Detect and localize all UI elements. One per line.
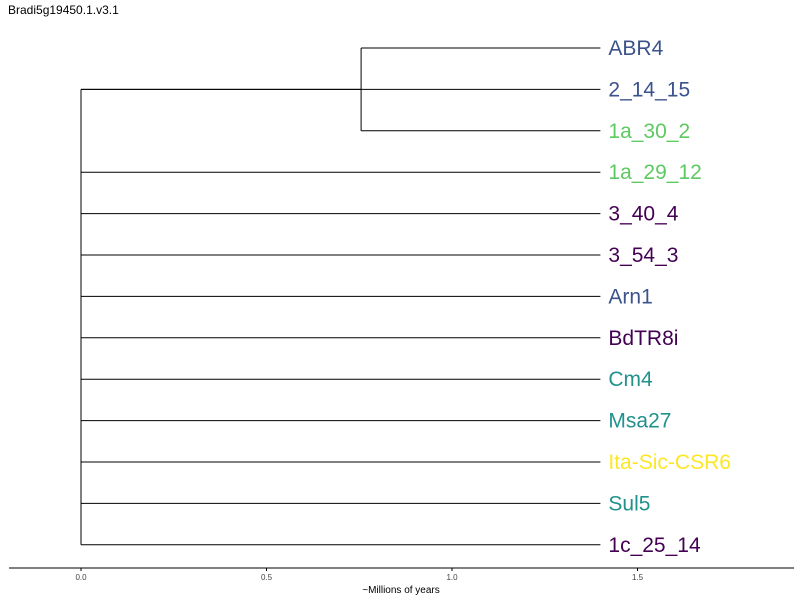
leaf-label-1a_30_2: 1a_30_2 (608, 120, 690, 143)
leaf-label-Cm4: Cm4 (608, 368, 653, 391)
x-tick-label-0.5: 0.5 (261, 573, 273, 582)
leaf-label-3_54_3: 3_54_3 (608, 244, 678, 267)
leaf-label-Arn1: Arn1 (608, 285, 652, 308)
leaf-label-ABR4: ABR4 (608, 37, 663, 60)
x-axis-label: ~Millions of years (362, 585, 440, 596)
branches (80, 47, 601, 546)
x-axis-ticks: 0.0 0.5 1.0 1.5 (75, 568, 644, 582)
leaf-label-Ita-Sic-CSR6: Ita-Sic-CSR6 (608, 451, 731, 474)
leaf-label-3_40_4: 3_40_4 (608, 203, 678, 226)
leaf-label-1a_29_12: 1a_29_12 (608, 161, 701, 184)
leaf-labels: ABR4 2_14_15 1a_30_2 1a_29_12 3_40_4 3_54_3 Ar… (608, 37, 731, 557)
leaf-label-Msa27: Msa27 (608, 410, 671, 433)
leaf-label-Sul5: Sul5 (608, 492, 650, 515)
x-tick-label-0.0: 0.0 (75, 573, 87, 582)
leaf-label-1c_25_14: 1c_25_14 (608, 534, 701, 557)
x-tick-label-1.0: 1.0 (446, 573, 458, 582)
leaf-label-2_14_15: 2_14_15 (608, 78, 690, 101)
chart-title: Bradi5g19450.1.v3.1 (8, 3, 119, 17)
leaf-label-BdTR8i: BdTR8i (608, 327, 678, 350)
x-tick-label-1.5: 1.5 (632, 573, 644, 582)
